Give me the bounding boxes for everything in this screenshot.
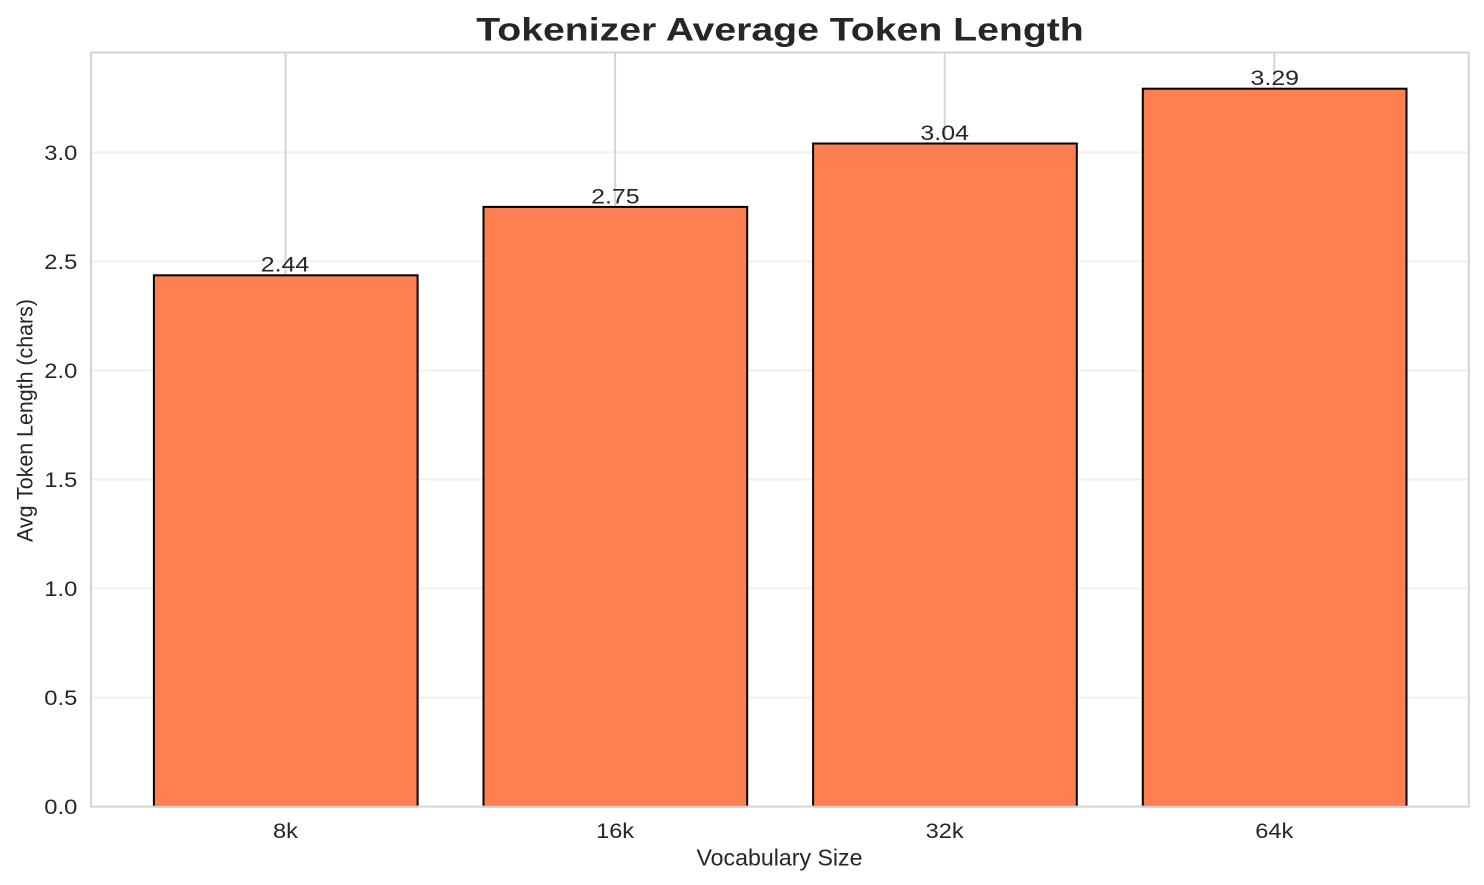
svg-text:Avg Token Length (chars): Avg Token Length (chars) bbox=[13, 299, 38, 542]
svg-text:64k: 64k bbox=[1255, 818, 1293, 843]
svg-text:1.0: 1.0 bbox=[44, 576, 77, 601]
svg-text:2.5: 2.5 bbox=[44, 249, 77, 274]
svg-text:3.0: 3.0 bbox=[44, 140, 77, 165]
svg-text:3.29: 3.29 bbox=[1251, 65, 1300, 90]
svg-text:2.75: 2.75 bbox=[591, 184, 640, 209]
svg-text:2.0: 2.0 bbox=[44, 358, 77, 383]
svg-text:0.5: 0.5 bbox=[44, 685, 77, 710]
svg-text:3.04: 3.04 bbox=[920, 120, 969, 145]
svg-text:0.0: 0.0 bbox=[44, 794, 77, 819]
svg-text:8k: 8k bbox=[273, 818, 298, 843]
svg-text:16k: 16k bbox=[596, 818, 634, 843]
svg-text:Vocabulary Size: Vocabulary Size bbox=[697, 845, 863, 871]
svg-text:32k: 32k bbox=[926, 818, 964, 843]
svg-text:1.5: 1.5 bbox=[44, 467, 77, 492]
svg-text:Tokenizer Average Token Length: Tokenizer Average Token Length bbox=[476, 11, 1084, 47]
svg-text:2.44: 2.44 bbox=[261, 251, 310, 276]
